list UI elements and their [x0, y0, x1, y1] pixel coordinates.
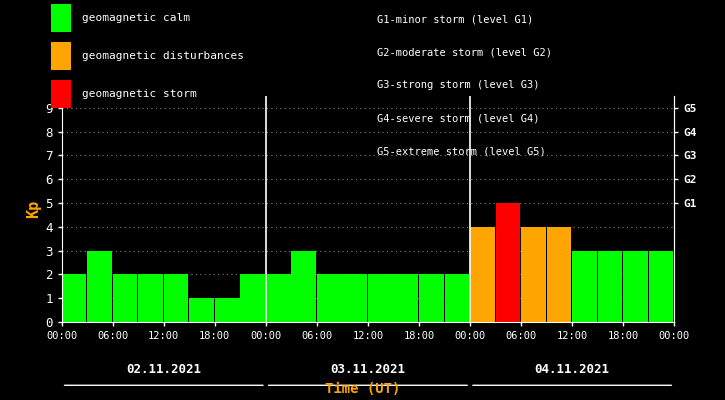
Bar [547, 227, 571, 322]
Text: G3-strong storm (level G3): G3-strong storm (level G3) [377, 80, 539, 90]
Bar [470, 227, 494, 322]
Text: 02.11.2021: 02.11.2021 [126, 363, 202, 376]
Text: geomagnetic storm: geomagnetic storm [82, 89, 196, 99]
Bar [317, 274, 341, 322]
Text: G4-severe storm (level G4): G4-severe storm (level G4) [377, 114, 539, 124]
Bar [674, 227, 699, 322]
Text: G1-minor storm (level G1): G1-minor storm (level G1) [377, 14, 534, 24]
Bar [572, 251, 597, 322]
Bar [496, 203, 521, 322]
Text: G5-extreme storm (level G5): G5-extreme storm (level G5) [377, 147, 546, 157]
Bar [597, 251, 623, 322]
Bar [624, 251, 648, 322]
Bar [342, 274, 367, 322]
Text: geomagnetic disturbances: geomagnetic disturbances [82, 51, 244, 61]
Bar [112, 274, 138, 322]
Y-axis label: Kp: Kp [26, 200, 41, 218]
Text: Time (UT): Time (UT) [325, 382, 400, 396]
Text: G2-moderate storm (level G2): G2-moderate storm (level G2) [377, 47, 552, 57]
Text: 04.11.2021: 04.11.2021 [534, 363, 610, 376]
Bar [444, 274, 469, 322]
Bar [87, 251, 112, 322]
Bar [164, 274, 188, 322]
Text: geomagnetic calm: geomagnetic calm [82, 13, 190, 23]
Bar [138, 274, 163, 322]
Bar [266, 274, 291, 322]
Bar [189, 298, 214, 322]
Bar [291, 251, 316, 322]
Bar [649, 251, 674, 322]
Bar [215, 298, 239, 322]
Bar [240, 274, 265, 322]
Bar [394, 274, 418, 322]
Text: 03.11.2021: 03.11.2021 [331, 363, 405, 376]
Bar [419, 274, 444, 322]
Bar [62, 274, 86, 322]
Bar [521, 227, 546, 322]
Bar [368, 274, 393, 322]
